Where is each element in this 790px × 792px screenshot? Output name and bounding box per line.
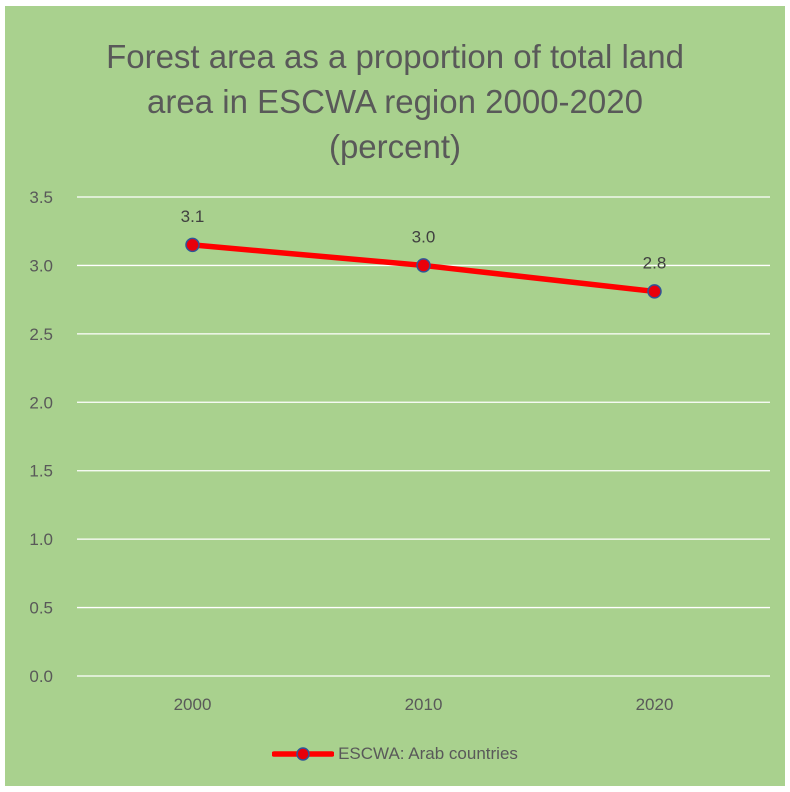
y-tick-label: 0.0 (29, 667, 53, 686)
legend: ESCWA: Arab countries (5, 744, 785, 764)
x-tick-label: 2020 (636, 695, 674, 714)
y-tick-label: 3.0 (29, 256, 53, 275)
y-tick-label: 1.0 (29, 530, 53, 549)
data-point (647, 284, 662, 299)
plot-area: 0.0 0.5 1.0 1.5 2.0 2.5 3.0 3.5 2000 2010 2020 3.1 3… (29, 188, 770, 714)
chart-area: Forest area as a proportion of total lan… (5, 6, 785, 786)
legend-marker (296, 747, 310, 761)
legend-swatch (272, 747, 335, 761)
chart-title-line: Forest area as a proportion of total lan… (106, 38, 684, 75)
chart-title-line: area in ESCWA region 2000-2020 (147, 83, 643, 120)
chart-title: Forest area as a proportion of total lan… (5, 34, 785, 169)
y-tick-label: 2.5 (29, 325, 53, 344)
y-tick-label: 2.0 (29, 393, 53, 412)
data-point (416, 258, 431, 273)
y-tick-label: 1.5 (29, 462, 53, 481)
x-tick-label: 2000 (174, 695, 212, 714)
legend-label: ESCWA: Arab countries (338, 744, 518, 763)
y-tick-label: 0.5 (29, 599, 53, 618)
x-tick-label: 2010 (405, 695, 443, 714)
y-tick-label: 3.5 (29, 188, 53, 207)
chart-title-line: (percent) (328, 128, 462, 165)
data-label: 3.1 (181, 207, 205, 226)
data-label: 3.0 (412, 227, 436, 246)
data-point (185, 237, 200, 253)
data-label: 2.8 (643, 253, 667, 272)
